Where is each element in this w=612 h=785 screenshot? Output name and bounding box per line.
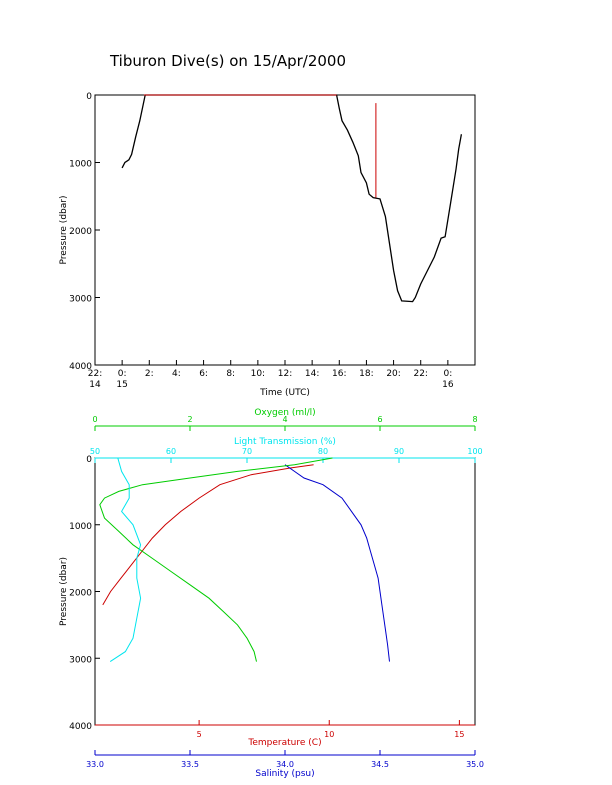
oxygen-tick-label: 0 bbox=[92, 415, 97, 424]
x-tick-label: 16: bbox=[332, 369, 346, 379]
oxygen-tick-label: 6 bbox=[377, 415, 382, 424]
y-axis-label: Pressure (dbar) bbox=[59, 196, 69, 265]
oxygen-tick-label: 8 bbox=[472, 415, 477, 424]
salinity-profile-line bbox=[284, 464, 390, 662]
x-tick-label: 18: bbox=[359, 369, 373, 379]
plot-frame bbox=[94, 94, 476, 366]
y-tick-label: 2000 bbox=[69, 589, 92, 599]
salinity-tick-label: 34.0 bbox=[276, 760, 294, 769]
light-profile-line bbox=[109, 457, 142, 663]
light-tick-label: 90 bbox=[394, 447, 404, 456]
x-tick-label: 2: bbox=[145, 369, 154, 379]
x-tick-sublabel: 14 bbox=[89, 380, 101, 390]
x-tick-label: 6: bbox=[199, 369, 208, 379]
oxygen-axis-label: Oxygen (ml/l) bbox=[254, 408, 315, 418]
dive-series-line bbox=[121, 94, 463, 303]
x-tick-label: 10: bbox=[251, 369, 265, 379]
x-tick-sublabel: 15 bbox=[116, 380, 127, 390]
x-tick-label: 14: bbox=[305, 369, 319, 379]
plot-frame bbox=[94, 457, 476, 726]
x-tick-label: 8: bbox=[226, 369, 235, 379]
light-axis-label: Light Transmission (%) bbox=[234, 437, 336, 447]
x-tick-label: 20: bbox=[386, 369, 400, 379]
chart-title: Tiburon Dive(s) on 15/Apr/2000 bbox=[109, 52, 346, 70]
salinity-tick-label: 35.0 bbox=[466, 760, 484, 769]
profile-chart: 0 1000 2000 3000 4000 Pressure (dbar) 0 2 4 6 8 Oxy… bbox=[59, 408, 484, 779]
light-tick-label: 60 bbox=[166, 447, 176, 456]
y-tick-label: 2000 bbox=[69, 227, 92, 237]
salinity-tick-label: 34.5 bbox=[371, 760, 389, 769]
light-tick-label: 100 bbox=[467, 447, 482, 456]
oxygen-tick-label: 2 bbox=[187, 415, 192, 424]
y-tick-label: 1000 bbox=[69, 160, 92, 170]
x-tick-label: 12: bbox=[278, 369, 292, 379]
y-tick-label: 1000 bbox=[69, 522, 92, 532]
x-tick-label: 22: bbox=[413, 369, 427, 379]
light-tick-label: 80 bbox=[318, 447, 328, 456]
y-tick-label: 3000 bbox=[69, 295, 92, 305]
temperature-tick-label: 10 bbox=[324, 730, 334, 739]
temperature-tick-label: 5 bbox=[197, 730, 202, 739]
x-tick-label: 0: bbox=[118, 369, 127, 379]
salinity-tick-label: 33.5 bbox=[181, 760, 199, 769]
temperature-axis-label: Temperature (C) bbox=[247, 738, 321, 748]
y-tick-label: 0 bbox=[86, 455, 92, 465]
y-axis-label: Pressure (dbar) bbox=[59, 557, 69, 626]
x-tick-label: 4: bbox=[172, 369, 181, 379]
y-tick-label: 0 bbox=[86, 92, 92, 102]
salinity-tick-label: 33.0 bbox=[86, 760, 104, 769]
y-tick-label: 3000 bbox=[69, 655, 92, 665]
x-tick-sublabel: 16 bbox=[442, 380, 454, 390]
x-tick-label: 0: bbox=[443, 369, 452, 379]
y-tick-label: 4000 bbox=[69, 362, 92, 372]
light-tick-label: 50 bbox=[90, 447, 100, 456]
temperature-profile-line bbox=[102, 464, 314, 606]
y-tick-label: 4000 bbox=[69, 722, 92, 732]
light-tick-label: 70 bbox=[242, 447, 252, 456]
oxygen-tick-label: 4 bbox=[282, 415, 287, 424]
temperature-tick-label: 15 bbox=[454, 730, 464, 739]
x-axis-label: Time (UTC) bbox=[259, 388, 310, 398]
oxygen-profile-line bbox=[99, 457, 333, 662]
salinity-axis-label: Salinity (psu) bbox=[255, 769, 314, 779]
x-tick-label: 22: bbox=[88, 369, 102, 379]
